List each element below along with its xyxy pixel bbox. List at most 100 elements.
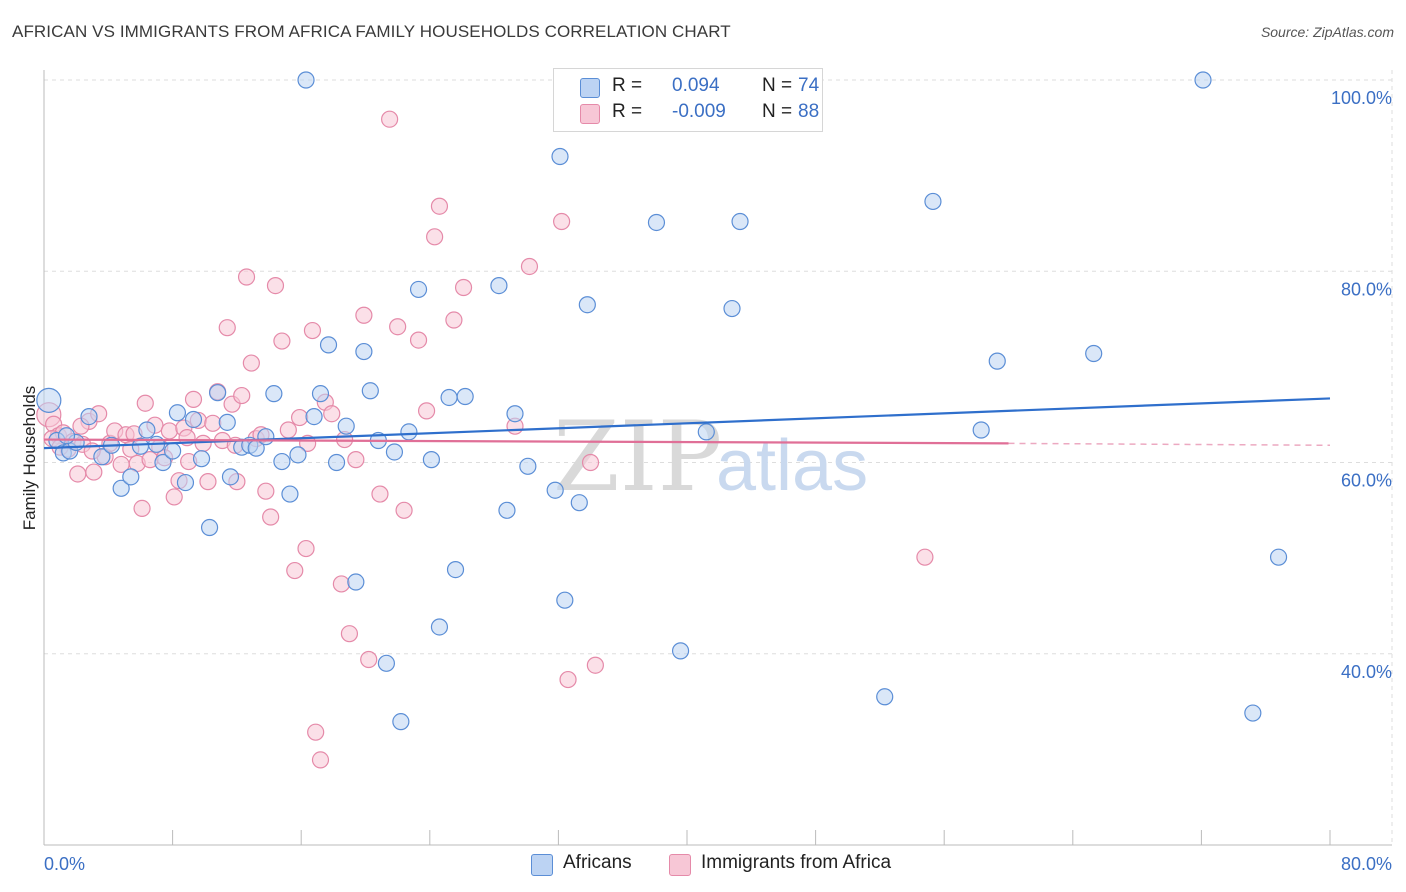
africans-point: [697, 423, 715, 441]
x-tick-label-max: 80.0%: [1341, 854, 1392, 874]
africans-point: [671, 642, 690, 660]
series-africans-points: [36, 71, 1288, 731]
africans-point: [337, 417, 355, 435]
africans-point: [392, 713, 410, 731]
legend-swatch-africans: [580, 78, 600, 98]
africans-point: [168, 404, 187, 422]
africans-point: [361, 382, 379, 400]
legend-label-immigrants: Immigrants from Africa: [701, 852, 892, 873]
legend-swatch-immigrants: [580, 104, 600, 124]
immigrants-point: [286, 561, 304, 580]
immigrants-point: [581, 453, 600, 472]
africans-point: [546, 481, 564, 499]
africans-point: [218, 413, 236, 431]
immigrants-point: [559, 670, 577, 689]
immigrants-point: [136, 394, 154, 412]
africans-point: [1194, 71, 1212, 89]
x-tick-label-min: 0.0%: [44, 854, 85, 874]
immigrants-point: [360, 650, 378, 669]
africans-point: [221, 468, 240, 486]
legend-r-label: R =: [612, 75, 643, 96]
tick-labels: 40.0% 60.0% 80.0% 100.0% 0.0% 80.0%: [44, 88, 1392, 874]
immigrants-point: [454, 278, 473, 297]
immigrants-point: [332, 575, 350, 593]
y-tick-label: 60.0%: [1341, 471, 1392, 491]
africans-point: [498, 501, 516, 519]
africans-point: [311, 385, 330, 403]
africans-point: [1269, 548, 1288, 566]
africans-point: [1085, 344, 1103, 363]
immigrants-point: [307, 723, 325, 741]
immigrants-point: [297, 539, 315, 558]
africans-point: [327, 453, 346, 472]
immigrants-point: [323, 405, 341, 423]
immigrants-point: [262, 508, 280, 526]
axes: [43, 70, 1392, 846]
africans-point: [93, 448, 111, 466]
africans-point: [80, 408, 98, 426]
immigrants-point: [371, 485, 389, 503]
immigrants-point: [299, 434, 317, 452]
africans-point: [506, 405, 524, 423]
africans-point: [440, 388, 458, 407]
africans-point: [723, 299, 741, 318]
legend-r-value: 0.094: [672, 75, 720, 96]
immigrants-point: [520, 257, 539, 276]
africans-point: [319, 336, 338, 354]
chart-title: AFRICAN VS IMMIGRANTS FROM AFRICA FAMILY…: [12, 22, 731, 41]
legend-n-label: N =: [762, 101, 793, 122]
africans-point: [519, 457, 537, 475]
immigrants-point: [553, 212, 571, 231]
africans-point: [281, 485, 299, 503]
africans-point: [273, 452, 291, 471]
legend-r-value: -0.009: [672, 101, 726, 122]
africans-point: [988, 352, 1006, 370]
africans-point: [347, 573, 365, 591]
immigrants-point: [445, 311, 463, 329]
immigrants-point: [426, 228, 444, 246]
africans-point: [430, 618, 449, 636]
watermark-atlas: atlas: [716, 426, 868, 506]
legend-r-label: R =: [612, 101, 643, 122]
immigrants-point: [916, 548, 934, 566]
africans-point: [446, 560, 465, 579]
africans-point: [972, 421, 990, 439]
source-label: Source: ZipAtlas.com: [1260, 24, 1394, 40]
immigrants-point: [69, 465, 87, 483]
immigrants-point: [409, 331, 428, 349]
immigrants-point: [381, 110, 399, 128]
africans-point: [570, 494, 588, 512]
immigrants-point: [290, 408, 309, 427]
immigrants-point: [279, 421, 297, 439]
africans-point: [456, 387, 474, 406]
immigrants-point: [347, 451, 365, 469]
immigrants-point: [133, 499, 151, 517]
immigrants-point: [395, 501, 413, 519]
immigrants-point: [242, 354, 260, 372]
africans-point: [377, 654, 395, 672]
legend-swatch-africans: [531, 854, 553, 876]
legend-n-value: 88: [798, 101, 820, 122]
y-axis-label: Family Households: [20, 386, 39, 531]
africans-point: [265, 385, 283, 403]
africans-point: [154, 453, 172, 472]
africans-point: [556, 591, 574, 609]
legend-n-label: N =: [762, 75, 793, 96]
immigrants-point: [204, 414, 222, 432]
africans-point: [200, 518, 219, 537]
immigrants-point: [160, 422, 178, 440]
africans-point: [184, 410, 203, 429]
africans-point: [422, 451, 441, 469]
africans-point: [192, 450, 211, 468]
series-legend: Africans Immigrants from Africa: [0, 852, 1406, 878]
immigrants-point: [340, 625, 359, 643]
trend-line-immigrants: [43, 438, 1009, 445]
africans-point: [731, 212, 749, 231]
legend-label-africans: Africans: [563, 852, 632, 873]
immigrants-point: [165, 488, 183, 506]
africans-point: [112, 479, 130, 497]
immigrants-point: [184, 390, 203, 408]
africans-point: [297, 71, 315, 89]
immigrants-point: [257, 482, 275, 500]
